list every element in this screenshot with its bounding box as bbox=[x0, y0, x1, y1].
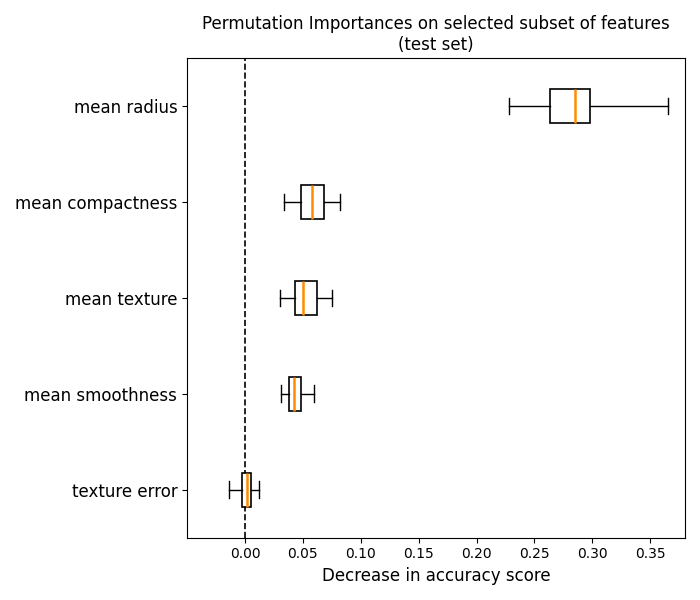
PathPatch shape bbox=[289, 377, 300, 410]
PathPatch shape bbox=[300, 185, 323, 219]
X-axis label: Decrease in accuracy score: Decrease in accuracy score bbox=[322, 567, 550, 585]
PathPatch shape bbox=[550, 89, 590, 123]
Title: Permutation Importances on selected subset of features
(test set): Permutation Importances on selected subs… bbox=[202, 15, 670, 54]
PathPatch shape bbox=[241, 473, 251, 506]
PathPatch shape bbox=[295, 281, 317, 315]
